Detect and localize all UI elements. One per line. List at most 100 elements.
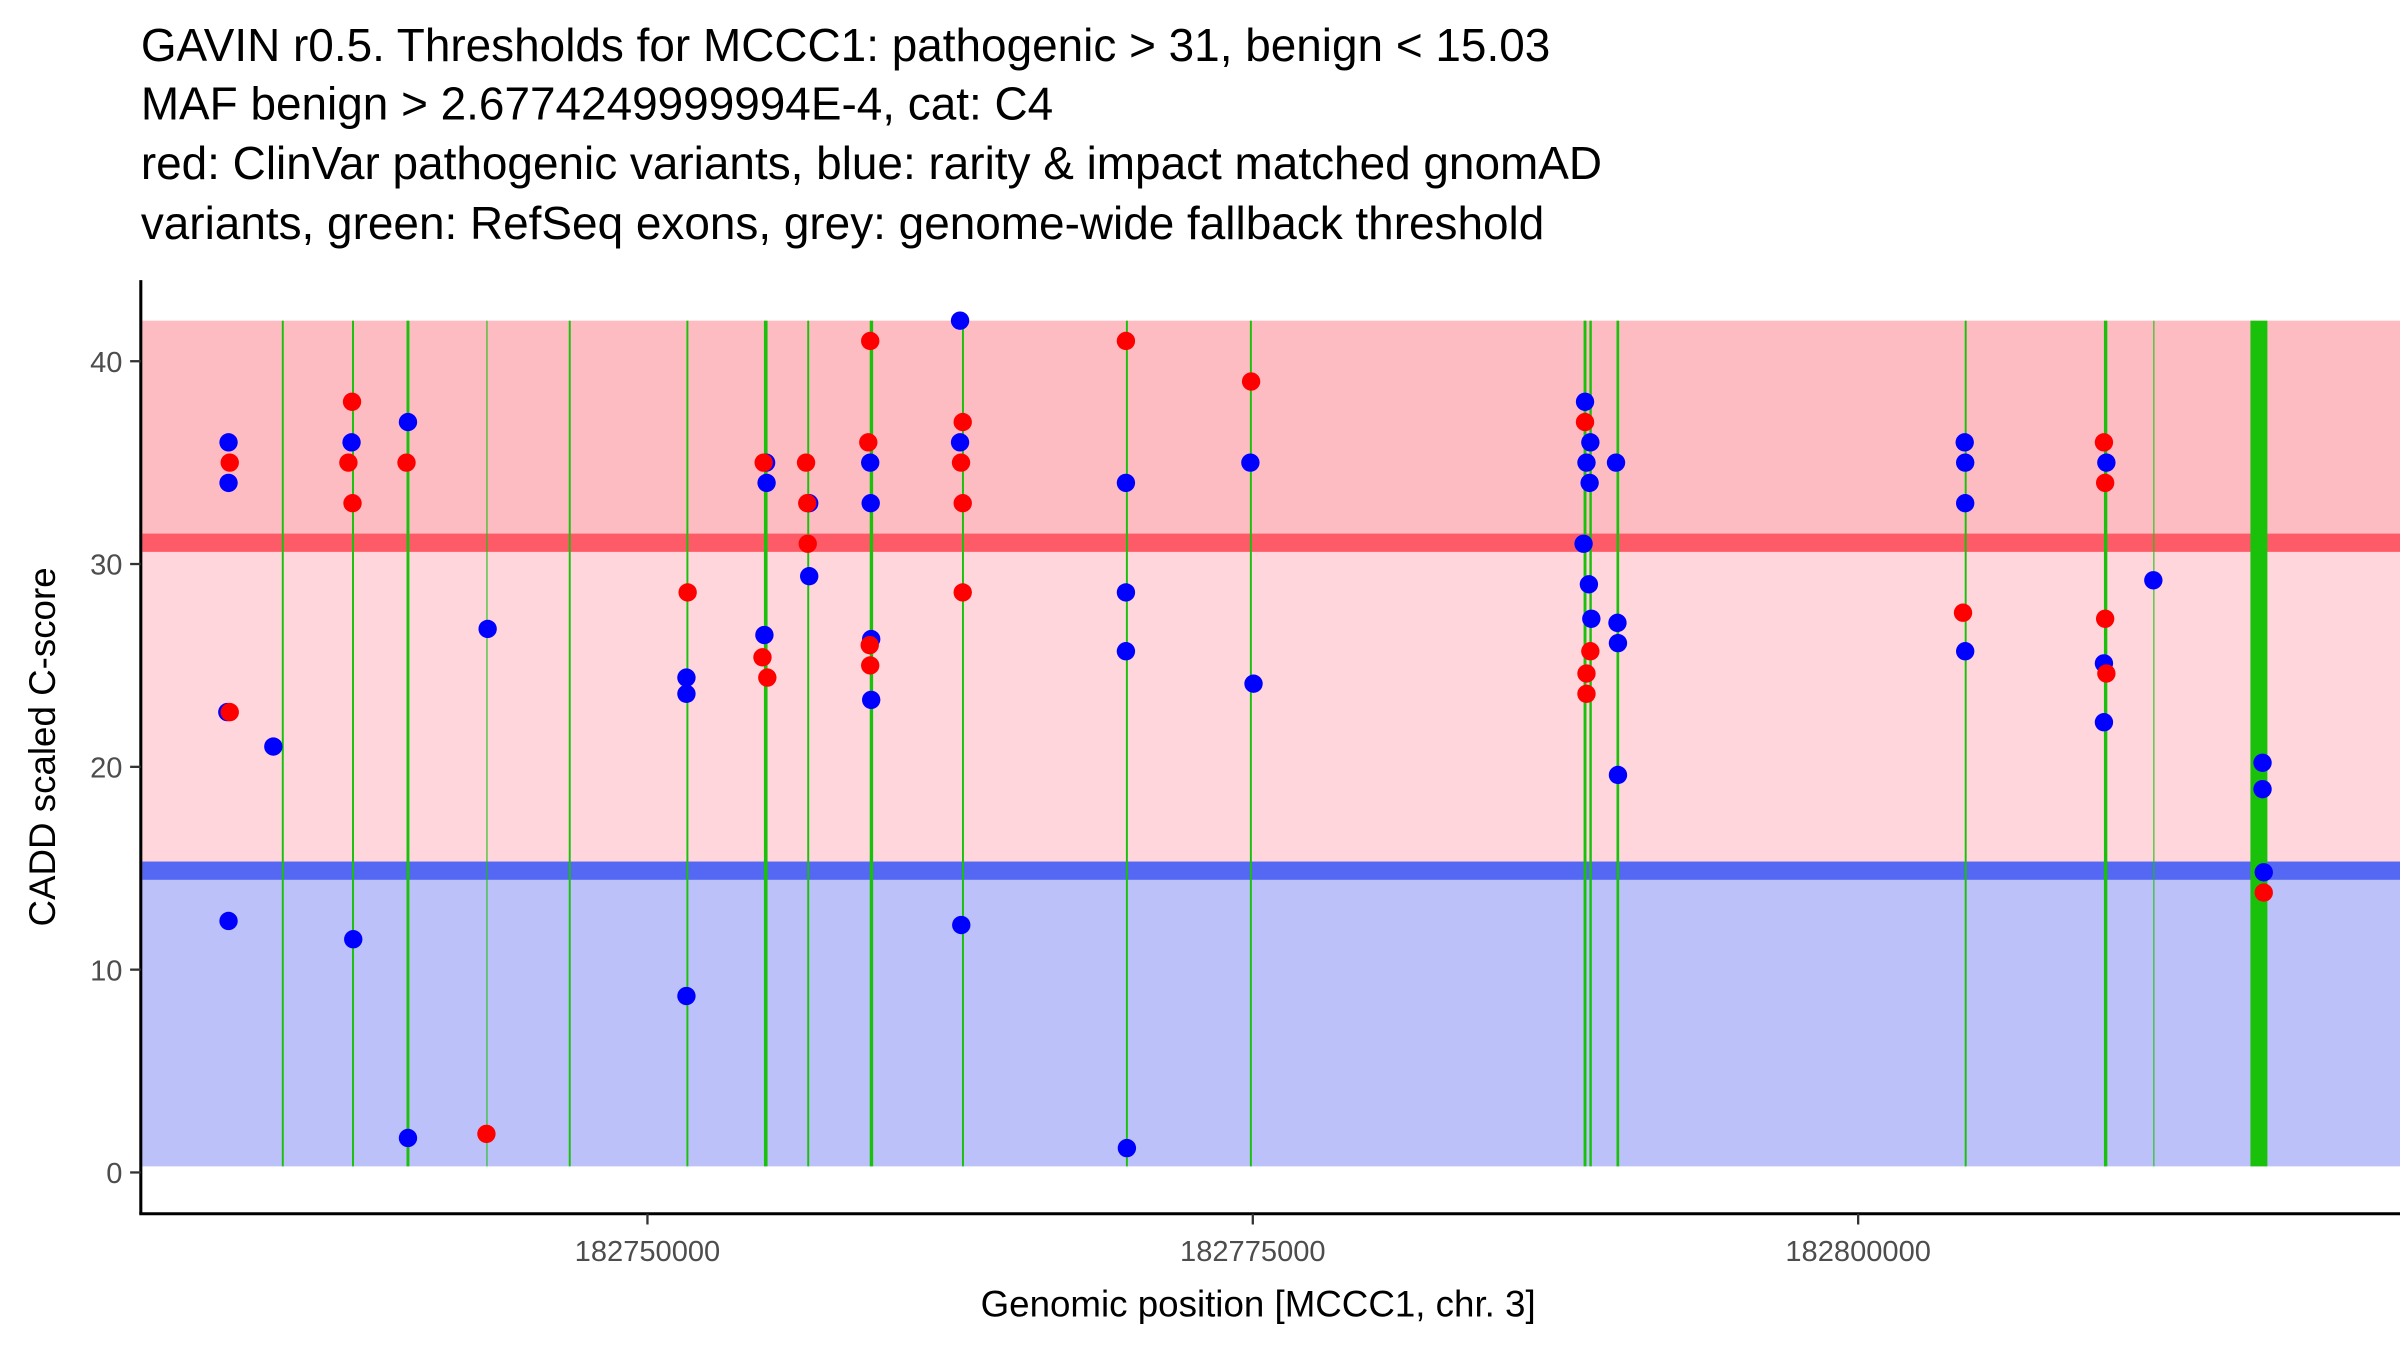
gnomad-point	[1116, 473, 1136, 493]
gnomad-point	[344, 930, 363, 949]
clinvar-point	[339, 453, 358, 472]
exon-line	[1125, 320, 1128, 1167]
x-tick-label: 182800000	[1785, 1236, 1931, 1268]
x-tick-label: 182775000	[1180, 1236, 1326, 1268]
clinvar-point	[861, 656, 880, 675]
x-axis-title: Genomic position [MCCC1, chr. 3]	[981, 1283, 1536, 1324]
clinvar-point	[477, 1124, 496, 1144]
clinvar-point	[1953, 603, 1973, 622]
exon-line	[2103, 320, 2108, 1167]
y-ticks: 0 10 20 30 40	[90, 347, 141, 1190]
exon-line	[869, 320, 874, 1167]
gnomad-point	[1608, 633, 1628, 653]
gnomad-point	[1117, 1138, 1137, 1158]
clinvar-point	[758, 668, 777, 687]
gnomad-point	[219, 911, 238, 931]
gnomad-point	[1956, 494, 1975, 513]
gnomad-point	[1608, 765, 1628, 785]
exon-line	[2250, 320, 2268, 1167]
gnomad-point	[757, 473, 776, 493]
gnomad-point	[1580, 473, 1599, 493]
clinvar-point	[2094, 433, 2114, 452]
gnomad-point	[1577, 453, 1596, 472]
gnomad-point	[861, 494, 880, 513]
gnomad-point	[755, 625, 774, 645]
clinvar-point	[861, 331, 880, 351]
gnomad-point	[1244, 674, 1263, 693]
gnomad-point	[1956, 453, 1975, 472]
exon-line	[1583, 320, 1587, 1167]
gnomad-point	[1579, 575, 1599, 594]
gnomad-point	[219, 433, 238, 452]
gnomad-point	[1955, 433, 1974, 452]
exon-line	[1616, 320, 1620, 1167]
gnomad-point	[952, 915, 971, 935]
pathogenic-zone	[142, 320, 2400, 544]
gnomad-point	[342, 433, 361, 452]
gnomad-point	[1581, 433, 1600, 452]
clinvar-point	[1577, 664, 1596, 683]
exon-line	[1589, 320, 1592, 1167]
title-line-3: red: ClinVar pathogenic variants, blue: …	[141, 137, 1602, 189]
gnomad-point	[677, 986, 696, 1006]
title-line-4: variants, green: RefSeq exons, grey: gen…	[141, 197, 1544, 249]
gnomad-point	[862, 690, 881, 710]
clinvar-point	[1577, 684, 1596, 704]
benign-threshold-line	[142, 861, 2400, 880]
gnomad-point	[1116, 642, 1136, 661]
threshold-bands	[142, 320, 2400, 1167]
y-axis-title: CADD scaled C-score	[22, 567, 63, 926]
gnomad-point	[2253, 753, 2272, 772]
exon-line	[486, 320, 488, 1167]
gnomad-point	[264, 737, 283, 756]
clinvar-point	[2254, 883, 2273, 902]
gnomad-point	[398, 1128, 418, 1148]
y-tick-label: 20	[90, 753, 122, 785]
gnomad-point	[2097, 453, 2116, 472]
axes: 0 10 20 30 40 182750000 182775000 182800000	[90, 280, 2400, 1268]
gnomad-point	[950, 311, 970, 330]
exon-line	[406, 320, 410, 1167]
uncertain-zone	[142, 543, 2400, 868]
clinvar-point	[397, 453, 416, 472]
gnomad-point	[1582, 609, 1601, 628]
clinvar-point	[343, 494, 362, 513]
gnomad-point	[398, 412, 418, 432]
clinvar-point	[953, 412, 972, 432]
clinvar-point	[798, 494, 817, 513]
gnomad-point	[2253, 779, 2272, 799]
gnomad-point	[1606, 453, 1626, 472]
gnomad-point	[1241, 453, 1260, 472]
pathogenic-threshold-line	[142, 533, 2400, 552]
exon-lines	[281, 320, 2268, 1167]
clinvar-point	[1241, 372, 1261, 391]
clinvar-point	[220, 453, 239, 472]
y-tick-label: 30	[90, 550, 122, 582]
gnomad-point	[2254, 863, 2273, 882]
clinvar-point	[220, 702, 239, 722]
chart-title: GAVIN r0.5. Thresholds for MCCC1: pathog…	[141, 19, 1602, 249]
y-tick-label: 10	[90, 955, 122, 987]
gnomad-point	[677, 684, 696, 704]
clinvar-point	[2095, 473, 2115, 493]
clinvar-point	[678, 583, 697, 602]
exon-line	[686, 320, 689, 1167]
clinvar-point	[860, 635, 879, 655]
exon-line	[568, 320, 571, 1167]
y-tick-label: 0	[106, 1158, 122, 1190]
benign-zone	[142, 867, 2400, 1167]
clinvar-point	[796, 453, 816, 472]
clinvar-point	[859, 433, 878, 452]
x-ticks: 182750000 182775000 182800000	[575, 1213, 1931, 1268]
gnomad-point	[219, 473, 238, 493]
clinvar-point	[798, 534, 817, 553]
gnomad-point	[1116, 583, 1136, 602]
clinvar-point	[951, 453, 971, 472]
gnomad-point	[2094, 713, 2114, 732]
gnomad-point	[1608, 613, 1627, 633]
gnomad-point	[478, 619, 497, 639]
gnomad-point	[800, 567, 819, 586]
x-tick-label: 182750000	[575, 1236, 721, 1268]
exon-line	[961, 320, 964, 1167]
clinvar-point	[1581, 642, 1600, 661]
